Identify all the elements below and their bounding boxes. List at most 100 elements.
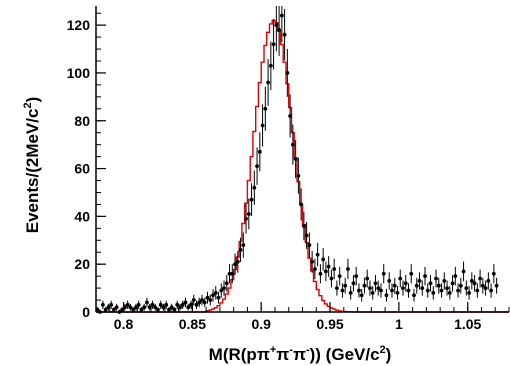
data-point [219, 288, 224, 293]
data-point [370, 290, 375, 295]
data-point [255, 164, 259, 169]
data-point [434, 276, 438, 281]
data-point [142, 305, 147, 310]
data-point [392, 283, 397, 288]
data-point [260, 123, 265, 128]
data-point [246, 212, 251, 216]
data-point [158, 302, 163, 307]
data-point [224, 281, 229, 286]
data-point [469, 279, 474, 283]
data-point [244, 216, 248, 221]
data-point [156, 307, 160, 312]
data-point [318, 271, 323, 276]
data-point [293, 157, 298, 161]
data-point [279, 13, 284, 18]
data-point [136, 302, 141, 307]
data-point [103, 307, 108, 312]
data-point [381, 271, 386, 276]
data-point [417, 279, 422, 283]
x-tick-label: 0.95 [316, 316, 343, 332]
data-point [420, 286, 425, 290]
y-tick-label: 60 [74, 161, 90, 177]
data-point [480, 283, 485, 288]
data-point [365, 276, 370, 281]
data-point [205, 295, 210, 300]
data-point [211, 293, 215, 298]
data-point [436, 283, 441, 288]
data-point [387, 279, 392, 283]
data-point [486, 279, 491, 283]
data-point [167, 307, 171, 312]
data-point [359, 293, 364, 298]
data-point [268, 63, 273, 68]
data-point [439, 288, 444, 293]
data-point [307, 243, 312, 247]
y-tick-label: 100 [67, 65, 91, 81]
y-tick-label: 20 [74, 256, 90, 272]
data-point [257, 149, 262, 154]
data-point [335, 286, 339, 290]
data-point [100, 302, 105, 307]
y-axis-title: Events/(2MeV/c2) [22, 97, 42, 234]
data-point [299, 202, 304, 207]
x-tick-label: 0.8 [114, 316, 134, 332]
x-tick-label: 0.85 [179, 316, 206, 332]
data-point [235, 259, 240, 264]
y-tick-label: 80 [74, 113, 90, 129]
data-point [425, 288, 430, 293]
data-point [332, 267, 337, 271]
data-point [390, 288, 394, 293]
data-point [467, 290, 471, 295]
data-point [150, 302, 155, 307]
data-point [230, 271, 235, 276]
x-axis-title: M(R(pπ+π-π-)) (GeV/c2) [209, 344, 392, 364]
data-point [271, 42, 276, 47]
data-point [450, 281, 455, 286]
data-point [346, 267, 350, 271]
data-point [340, 288, 345, 293]
x-tick-label: 1.05 [454, 316, 481, 332]
data-point [301, 224, 306, 228]
data-point [128, 305, 133, 310]
data-point [216, 295, 221, 300]
data-point [414, 283, 419, 288]
data-point [145, 300, 149, 305]
data-point [461, 269, 466, 274]
data-point [442, 279, 447, 283]
data-point [376, 286, 381, 290]
data-point [153, 305, 158, 310]
data-point [412, 293, 416, 298]
data-point [343, 283, 348, 288]
data-point [428, 281, 433, 286]
data-point [277, 28, 281, 32]
data-point [249, 197, 254, 202]
data-point [351, 281, 356, 286]
data-point [233, 262, 237, 267]
data-point [423, 274, 427, 279]
data-point [326, 264, 331, 269]
data-point [310, 259, 315, 264]
data-point [458, 283, 463, 288]
data-point [202, 300, 207, 305]
data-point [456, 288, 460, 293]
data-point [266, 80, 270, 85]
data-point [296, 173, 301, 178]
y-tick-label: 0 [82, 304, 90, 320]
data-point [478, 276, 482, 281]
data-point [304, 233, 309, 238]
data-point [111, 307, 116, 312]
data-point [354, 274, 359, 279]
data-point [172, 307, 177, 312]
x-tick-label: 1 [395, 316, 403, 332]
data-point [114, 305, 119, 310]
data-point [401, 286, 405, 290]
ticks-layer: 0.8 0.85 0.9 0.95 1 1.05 0 20 40 60 80 100 120 [67, 12, 510, 332]
data-point [409, 271, 414, 276]
data-point [368, 286, 372, 290]
data-point [472, 281, 477, 286]
data-point [169, 305, 174, 310]
data-point [194, 302, 199, 307]
y-tick-label: 40 [74, 208, 90, 224]
